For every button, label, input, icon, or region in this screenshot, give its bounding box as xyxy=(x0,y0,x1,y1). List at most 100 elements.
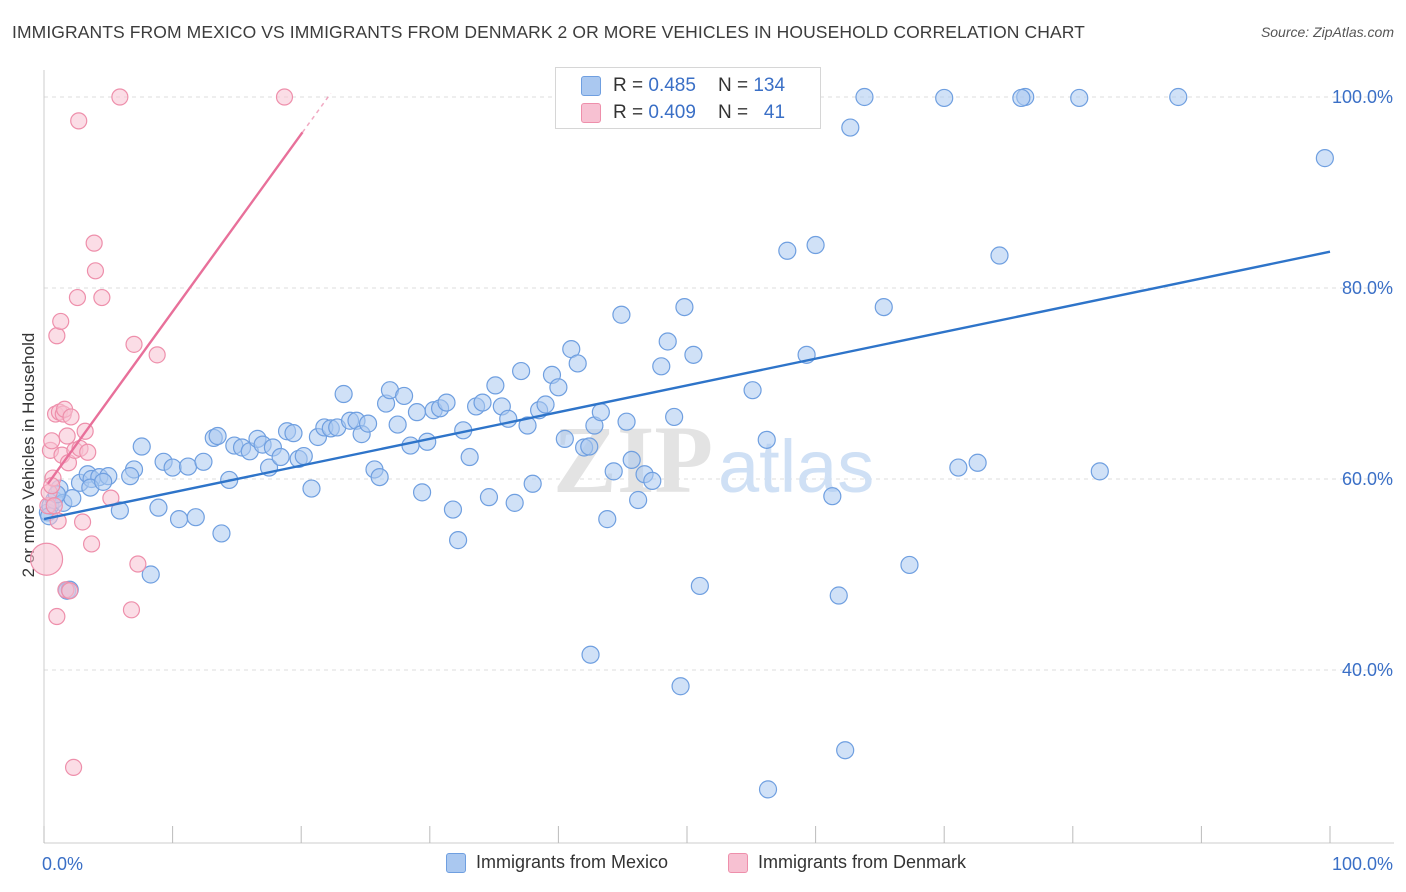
data-point-mexico xyxy=(370,467,389,487)
data-point-denmark xyxy=(129,555,147,573)
data-point-mexico xyxy=(629,490,648,510)
data-point-mexico xyxy=(121,467,140,486)
data-point-mexico xyxy=(743,381,762,400)
data-point-mexico xyxy=(141,565,160,584)
data-point-mexico xyxy=(935,88,954,108)
data-point-mexico xyxy=(63,489,82,508)
y-tick-label: 100.0% xyxy=(1332,87,1393,107)
data-point-mexico xyxy=(612,305,631,324)
data-point-mexico xyxy=(479,488,499,507)
data-point-mexico xyxy=(460,447,479,467)
data-point-mexico xyxy=(836,741,855,760)
data-point-mexico xyxy=(968,453,987,472)
data-point-mexico xyxy=(665,407,684,427)
legend-swatch-mexico xyxy=(446,852,466,873)
data-point-mexico xyxy=(448,531,468,550)
legend-n-value: 41 xyxy=(763,102,786,123)
data-point-mexico xyxy=(1012,88,1031,108)
data-point-mexico xyxy=(486,376,505,395)
trend-line-mexico xyxy=(43,250,1331,521)
data-point-mexico xyxy=(94,472,113,491)
legend-swatch-denmark xyxy=(581,103,601,123)
data-point-mexico xyxy=(580,437,599,456)
legend-item-denmark[interactable]: Immigrants from Denmark xyxy=(728,852,966,873)
data-point-denmark xyxy=(61,582,79,600)
data-point-denmark xyxy=(125,335,143,353)
data-point-mexico xyxy=(505,493,524,512)
legend-swatch-mexico xyxy=(581,76,601,96)
data-point-mexico xyxy=(778,241,797,260)
data-point-mexico xyxy=(388,415,407,434)
data-point-mexico xyxy=(302,479,321,498)
data-point-mexico xyxy=(758,780,778,799)
watermark-atlas: atlas xyxy=(718,425,874,508)
data-point-denmark xyxy=(122,601,141,619)
data-point-mexico xyxy=(949,458,968,477)
data-point-mexico xyxy=(643,471,662,491)
data-point-mexico xyxy=(604,462,623,481)
data-point-mexico xyxy=(284,424,303,443)
data-point-denmark xyxy=(79,443,97,461)
data-point-mexico xyxy=(555,429,574,448)
legend-row-mexico: R = 0.485 N = 134 xyxy=(581,73,785,99)
data-point-mexico xyxy=(568,354,587,373)
trend-line-denmark-extension xyxy=(301,92,332,133)
data-point-denmark xyxy=(148,346,166,364)
data-point-mexico xyxy=(1090,462,1109,481)
data-point-denmark xyxy=(85,234,103,252)
data-point-mexico xyxy=(401,436,420,455)
legend-row-denmark: R = 0.409 N = 41 xyxy=(581,100,785,126)
series-denmark-points xyxy=(29,88,294,777)
legend-item-mexico[interactable]: Immigrants from Mexico xyxy=(446,852,668,873)
data-point-mexico xyxy=(806,235,825,255)
y-tick-labels: 40.0% 60.0% 80.0% 100.0% xyxy=(1332,87,1393,680)
data-point-denmark xyxy=(111,88,129,106)
data-point-mexico xyxy=(194,452,213,471)
x-tick-label: 100.0% xyxy=(1332,854,1393,874)
data-point-denmark xyxy=(52,312,70,331)
data-point-mexico xyxy=(536,395,555,414)
data-point-mexico xyxy=(658,332,677,351)
y-tick-label: 60.0% xyxy=(1342,469,1393,489)
axes xyxy=(43,70,1394,844)
data-point-denmark xyxy=(93,288,111,307)
legend-label-denmark: Immigrants from Denmark xyxy=(758,852,967,872)
legend-r-value: 0.485 xyxy=(648,75,696,96)
trend-lines xyxy=(43,92,1331,521)
data-point-denmark xyxy=(62,408,80,426)
data-point-mexico xyxy=(178,457,198,476)
data-point-mexico xyxy=(523,474,542,493)
legend-swatch-denmark xyxy=(728,852,748,873)
data-point-mexico xyxy=(598,510,617,529)
data-point-mexico xyxy=(684,345,703,364)
data-point-denmark xyxy=(48,327,66,345)
source-label: Source: ZipAtlas.com xyxy=(1260,24,1394,40)
data-point-denmark xyxy=(82,535,101,553)
legend-r-value: 0.409 xyxy=(648,102,696,123)
data-point-mexico xyxy=(581,645,600,664)
data-point-denmark xyxy=(73,513,92,531)
data-point-mexico xyxy=(437,393,456,412)
data-point-mexico xyxy=(110,501,129,520)
legend-n-value: 134 xyxy=(753,75,786,96)
data-point-mexico xyxy=(212,524,231,543)
data-point-mexico xyxy=(757,430,776,449)
series-legend: Immigrants from Mexico Immigrants from D… xyxy=(0,852,1406,878)
data-point-mexico xyxy=(1169,87,1188,107)
legend-n-label: N = xyxy=(717,102,749,123)
grid-lines xyxy=(44,96,1394,671)
legend-n-label: N = xyxy=(717,75,749,96)
data-point-mexico xyxy=(443,500,463,519)
legend-label-mexico: Immigrants from Mexico xyxy=(476,852,669,872)
data-point-mexico xyxy=(412,483,432,502)
data-point-mexico xyxy=(186,508,205,527)
data-point-mexico xyxy=(407,403,427,422)
data-point-mexico xyxy=(990,246,1009,265)
data-point-mexico xyxy=(690,576,709,596)
data-point-mexico xyxy=(549,378,568,397)
data-point-denmark xyxy=(29,542,64,576)
data-point-mexico xyxy=(900,555,919,575)
data-point-mexico xyxy=(132,437,151,456)
y-axis-label: 2 or more Vehicles in Household xyxy=(19,333,38,578)
